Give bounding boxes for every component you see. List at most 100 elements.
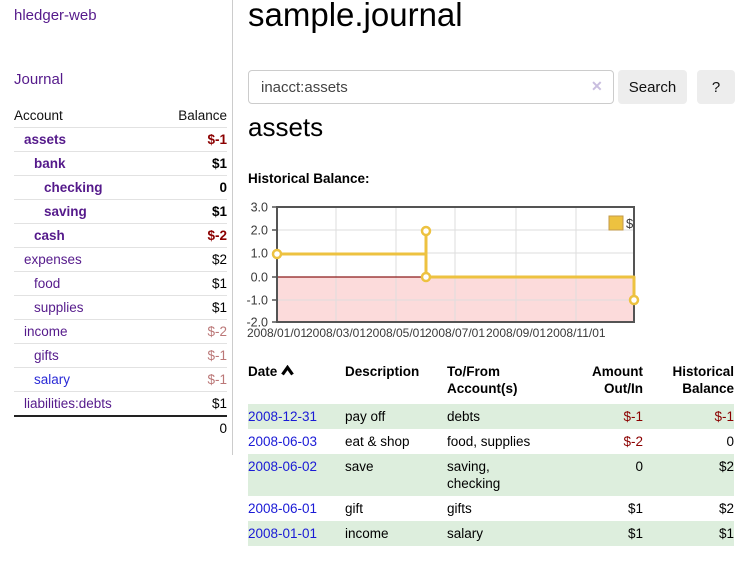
register-header-balance: Historical Balance (672, 364, 734, 396)
transaction-accounts: saving, checking (447, 459, 501, 491)
account-balance: $1 (211, 276, 227, 291)
account-balance: $-1 (207, 348, 227, 363)
transaction-amount: $1 (627, 526, 643, 541)
transaction-amount: 0 (635, 459, 643, 474)
svg-text:2.0: 2.0 (251, 224, 268, 238)
svg-text:2008/01/01: 2008/01/01 (247, 326, 307, 340)
account-link-expenses[interactable]: expenses (24, 252, 82, 267)
transaction-description: gift (345, 501, 364, 516)
account-row-food: food $1 (14, 271, 227, 296)
svg-text:2008/05/01: 2008/05/01 (366, 326, 426, 340)
transaction-balance: $2 (718, 501, 734, 516)
transaction-accounts: food, supplies (447, 434, 531, 449)
transaction-accounts: gifts (447, 501, 472, 516)
chart-y-labels: 3.0 2.0 1.0 0.0 -1.0 -2.0 (246, 201, 268, 330)
transaction-description: pay off (345, 409, 386, 424)
search-form: ✕ Search ? (248, 70, 742, 104)
account-title: assets (248, 112, 324, 142)
account-balance: $-2 (207, 324, 227, 339)
account-link-liabilities-debts[interactable]: liabilities:debts (24, 396, 112, 411)
svg-text:0.0: 0.0 (251, 271, 268, 285)
account-row-salary: salary $-1 (14, 367, 227, 392)
transaction-balance: $1 (718, 526, 734, 541)
historical-balance-chart: $ 3.0 2.0 1.0 0.0 -1.0 -2.0 2008/01/01 2… (246, 201, 640, 340)
account-row-gifts: gifts $-1 (14, 343, 227, 368)
account-link-income[interactable]: income (24, 324, 68, 339)
transaction-row: 2008-06-03 eat & shop food, supplies $-2… (248, 429, 734, 454)
account-row-cash: cash $-2 (14, 223, 227, 248)
clear-search-icon[interactable]: ✕ (591, 78, 603, 94)
chart-series-line (277, 229, 636, 300)
transaction-date-link[interactable]: 2008-06-01 (248, 501, 318, 516)
search-button[interactable]: Search (618, 70, 687, 104)
account-link-assets[interactable]: assets (24, 132, 67, 147)
account-balance: $-1 (207, 372, 227, 387)
chart-x-labels: 2008/01/01 2008/03/01 2008/05/01 2008/07… (247, 326, 606, 340)
svg-text:3.0: 3.0 (251, 201, 268, 215)
svg-text:-1.0: -1.0 (246, 294, 268, 308)
svg-text:1.0: 1.0 (251, 247, 268, 261)
accounts-header-account: Account (14, 108, 63, 123)
account-link-salary[interactable]: salary (34, 372, 71, 387)
sidebar-item-journal[interactable]: Journal (14, 71, 64, 88)
account-link-saving[interactable]: saving (44, 204, 87, 219)
chart-border (276, 206, 635, 323)
register-header-amount: Amount Out/In (592, 364, 643, 396)
brand-link[interactable]: hledger-web (14, 7, 97, 24)
register-header-accounts: To/From Account(s) (447, 364, 518, 396)
account-link-gifts[interactable]: gifts (34, 348, 59, 363)
register-header-date[interactable]: Date (248, 361, 345, 404)
legend-label: $ (626, 216, 634, 231)
account-link-checking[interactable]: checking (44, 180, 103, 195)
transaction-description: save (345, 459, 374, 474)
account-row-assets: assets $-1 (14, 127, 227, 152)
accounts-total-row: 0 (14, 416, 227, 440)
search-input[interactable] (248, 70, 614, 104)
transaction-row: 2008-06-02 save saving, checking 0 $2 (248, 454, 734, 496)
transaction-amount: $1 (627, 501, 643, 516)
account-balance: $2 (211, 252, 227, 267)
account-row-saving: saving $1 (14, 199, 227, 224)
transaction-amount: $-2 (623, 434, 643, 449)
transaction-date-link[interactable]: 2008-06-02 (248, 459, 318, 474)
account-link-food[interactable]: food (34, 276, 61, 291)
account-balance: $1 (211, 156, 227, 171)
accounts-total-value: 0 (219, 421, 227, 436)
register-header-description: Description (345, 364, 420, 379)
transaction-accounts: salary (447, 526, 484, 541)
account-balance: $-1 (207, 132, 227, 147)
transaction-date-link[interactable]: 2008-01-01 (248, 526, 318, 541)
main-content: sample.journal ✕ Search ? assets Histori… (246, 0, 742, 582)
transaction-amount: $-1 (623, 409, 643, 424)
accounts-header-row: Account Balance (14, 104, 227, 128)
account-balance: 0 (219, 180, 227, 195)
account-link-supplies[interactable]: supplies (34, 300, 84, 315)
help-button[interactable]: ? (697, 70, 735, 104)
chart-y-ticks (272, 206, 276, 323)
account-row-bank: bank $1 (14, 151, 227, 176)
account-row-checking: checking 0 (14, 175, 227, 200)
account-link-bank[interactable]: bank (34, 156, 66, 171)
account-row-expenses: expenses $2 (14, 247, 227, 272)
chart-legend: $ (608, 215, 634, 231)
register-header-row: Date Description To/From Account(s) Amou… (248, 361, 734, 404)
transaction-balance: 0 (726, 434, 734, 449)
accounts-header-balance: Balance (178, 108, 227, 123)
transaction-accounts: debts (447, 409, 481, 424)
date-header-label: Date (248, 364, 278, 379)
svg-text:2008/07/01: 2008/07/01 (425, 326, 485, 340)
svg-text:2008/09/01: 2008/09/01 (486, 326, 546, 340)
svg-text:-2.0: -2.0 (246, 316, 268, 330)
account-row-income: income $-2 (14, 319, 227, 344)
accounts-table: Account Balance assets $-1 bank $1 check… (14, 104, 227, 440)
account-balance: $-2 (207, 228, 227, 243)
register-table: Date Description To/From Account(s) Amou… (248, 361, 734, 546)
transaction-balance: $2 (718, 459, 734, 474)
transaction-date-link[interactable]: 2008-12-31 (248, 409, 318, 424)
transaction-description: income (345, 526, 389, 541)
transaction-date-link[interactable]: 2008-06-03 (248, 434, 318, 449)
account-balance: $1 (211, 204, 227, 219)
page-title: sample.journal (248, 0, 463, 33)
account-link-cash[interactable]: cash (34, 228, 65, 243)
transaction-balance: $-1 (714, 409, 734, 424)
